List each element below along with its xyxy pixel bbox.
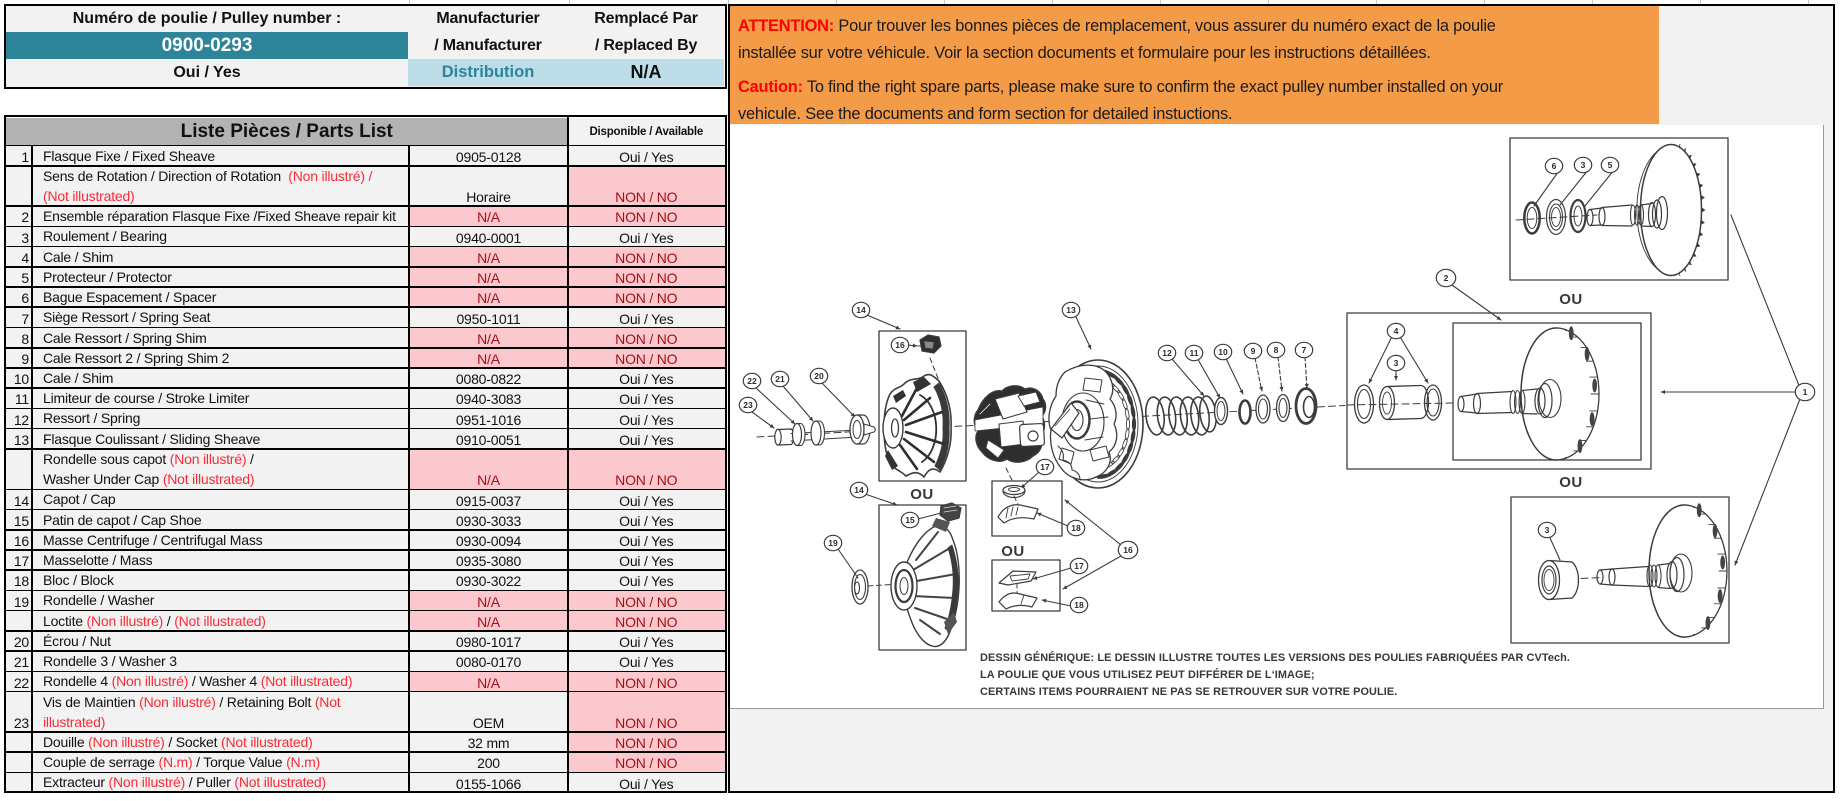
svg-text:CERTAINS ITEMS POURRAIENT NE P: CERTAINS ITEMS POURRAIENT NE PAS SE RETR…: [980, 686, 1397, 698]
svg-text:OU: OU: [1559, 291, 1583, 308]
svg-text:17: 17: [1074, 561, 1084, 571]
svg-text:22: 22: [747, 376, 757, 386]
svg-text:11: 11: [1190, 348, 1199, 358]
svg-text:3: 3: [1545, 525, 1550, 535]
svg-text:5: 5: [1608, 160, 1613, 170]
svg-text:OU: OU: [910, 486, 934, 503]
svg-text:16: 16: [1123, 545, 1133, 555]
svg-text:OU: OU: [1001, 543, 1025, 560]
svg-text:OU: OU: [1559, 474, 1583, 491]
svg-text:16: 16: [895, 340, 905, 350]
svg-text:4: 4: [1394, 326, 1399, 336]
svg-text:12: 12: [1162, 348, 1172, 358]
svg-text:17: 17: [1040, 462, 1050, 472]
svg-text:10: 10: [1218, 347, 1228, 357]
svg-text:2: 2: [1444, 273, 1449, 283]
svg-text:18: 18: [1071, 523, 1081, 533]
svg-text:9: 9: [1251, 346, 1256, 356]
svg-text:14: 14: [856, 305, 866, 315]
svg-text:8: 8: [1274, 345, 1279, 355]
svg-text:20: 20: [814, 371, 824, 381]
svg-text:6: 6: [1552, 161, 1557, 171]
svg-text:19: 19: [828, 538, 838, 548]
svg-text:18: 18: [1074, 600, 1084, 610]
svg-text:14: 14: [854, 485, 864, 495]
svg-text:21: 21: [775, 374, 785, 384]
svg-text:LA POULIE QUE VOUS UTILISEZ PE: LA POULIE QUE VOUS UTILISEZ PEUT DIFFÉRE…: [980, 668, 1315, 681]
svg-text:3: 3: [1581, 160, 1586, 170]
svg-text:3: 3: [1394, 358, 1399, 368]
svg-text:13: 13: [1066, 305, 1076, 315]
svg-text:1: 1: [1803, 387, 1808, 397]
svg-text:23: 23: [743, 400, 753, 410]
svg-text:15: 15: [905, 515, 915, 525]
svg-text:DESSIN GÉNÉRIQUE: LE DESSIN IL: DESSIN GÉNÉRIQUE: LE DESSIN ILLUSTRE TOU…: [980, 651, 1570, 664]
svg-text:7: 7: [1302, 345, 1307, 355]
